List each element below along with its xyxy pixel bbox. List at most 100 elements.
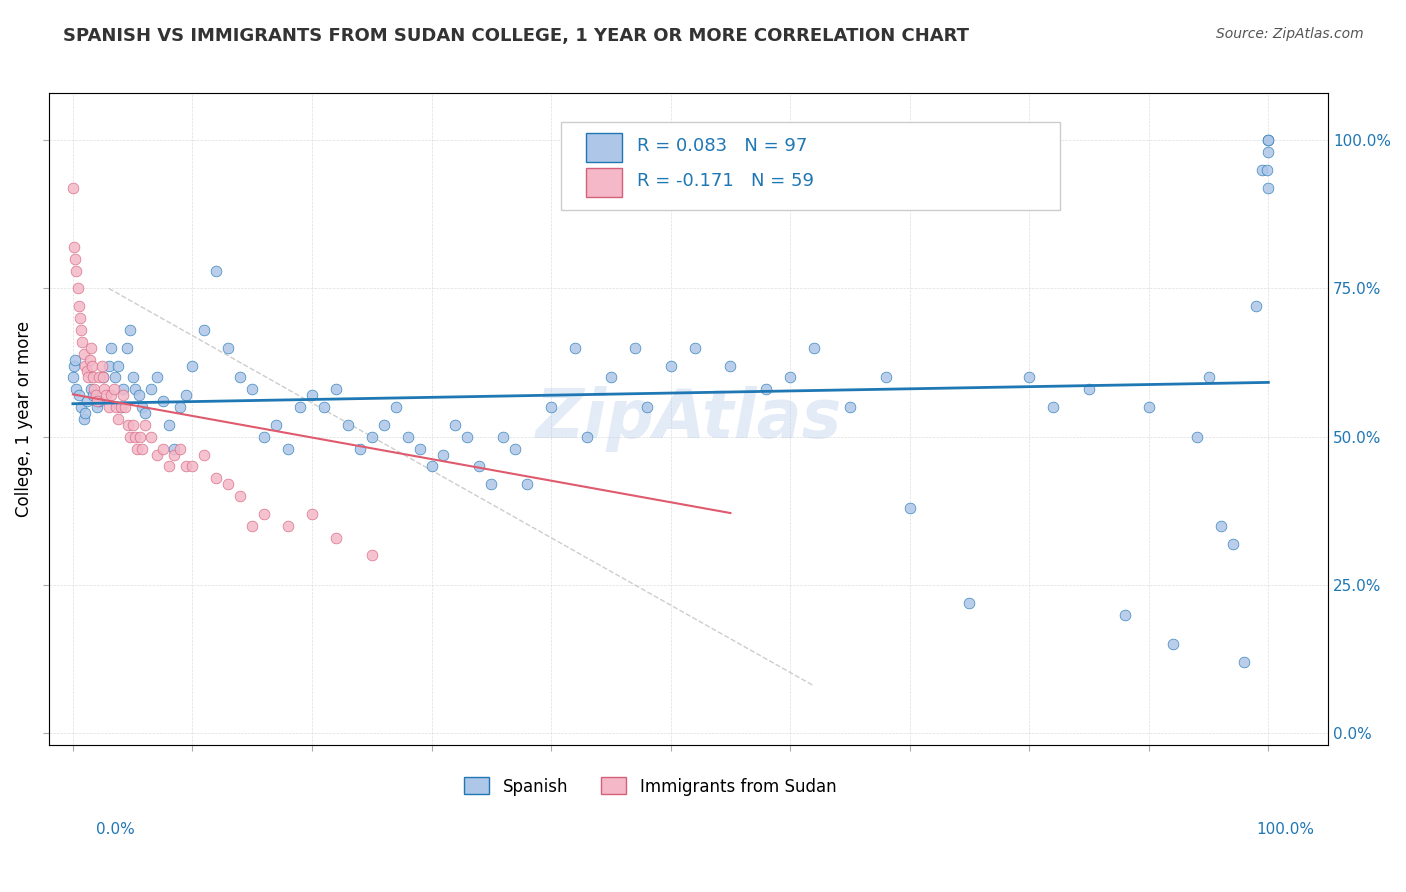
Point: [193, 323, 215, 337]
Point: [1257, 133, 1279, 147]
Point: [176, 388, 198, 402]
Point: [128, 388, 150, 402]
Point: [131, 442, 153, 456]
Point: [134, 406, 156, 420]
Point: [176, 459, 198, 474]
Point: [839, 400, 862, 414]
Point: [1185, 430, 1208, 444]
Point: [65, 252, 87, 266]
Point: [349, 442, 371, 456]
Point: [479, 477, 502, 491]
Point: [96, 388, 118, 402]
Point: [70, 400, 93, 414]
Point: [312, 400, 335, 414]
Point: [157, 417, 180, 432]
Point: [325, 531, 347, 545]
Point: [384, 400, 406, 414]
Point: [599, 370, 621, 384]
Point: [104, 400, 127, 414]
Point: [163, 442, 186, 456]
Point: [564, 341, 586, 355]
Point: [91, 370, 114, 384]
Point: [104, 370, 127, 384]
Point: [301, 388, 323, 402]
Point: [959, 596, 981, 610]
Text: R = 0.083   N = 97: R = 0.083 N = 97: [637, 137, 808, 155]
Point: [659, 359, 682, 373]
Point: [503, 442, 526, 456]
Point: [264, 417, 287, 432]
Point: [62, 370, 84, 384]
Point: [779, 370, 801, 384]
Point: [89, 394, 111, 409]
Point: [444, 417, 467, 432]
Point: [575, 430, 598, 444]
Point: [373, 417, 395, 432]
Point: [229, 370, 252, 384]
Point: [898, 500, 921, 515]
Point: [72, 412, 94, 426]
Point: [97, 359, 120, 373]
Point: [408, 442, 430, 456]
Point: [124, 430, 146, 444]
Point: [91, 370, 114, 384]
Point: [360, 430, 382, 444]
Point: [80, 382, 103, 396]
Point: [325, 382, 347, 396]
Point: [240, 382, 263, 396]
Point: [456, 430, 478, 444]
Point: [121, 417, 143, 432]
Point: [65, 352, 87, 367]
Point: [181, 359, 204, 373]
Point: [117, 417, 139, 432]
Point: [67, 299, 90, 313]
Point: [1251, 162, 1274, 177]
Point: [336, 417, 359, 432]
Point: [128, 430, 150, 444]
Point: [86, 394, 108, 409]
Point: [69, 311, 91, 326]
Point: [121, 370, 143, 384]
Point: [1078, 382, 1101, 396]
Point: [145, 370, 167, 384]
Point: [396, 430, 419, 444]
Point: [112, 382, 135, 396]
Point: [110, 400, 132, 414]
Point: [89, 370, 111, 384]
Point: [432, 448, 454, 462]
Point: [63, 240, 86, 254]
Point: [72, 346, 94, 360]
Point: [492, 430, 515, 444]
Point: [127, 442, 149, 456]
Point: [107, 359, 129, 373]
Point: [468, 459, 491, 474]
Point: [82, 370, 104, 384]
Point: [120, 430, 142, 444]
Text: Source: ZipAtlas.com: Source: ZipAtlas.com: [1216, 27, 1364, 41]
Point: [79, 352, 101, 367]
Point: [110, 400, 132, 414]
Point: [718, 359, 741, 373]
Point: [803, 341, 825, 355]
Point: [76, 394, 98, 409]
Point: [73, 359, 96, 373]
Point: [115, 341, 138, 355]
Point: [516, 477, 538, 491]
Text: 0.0%: 0.0%: [96, 822, 135, 837]
Text: ZipAtlas: ZipAtlas: [536, 386, 842, 452]
Point: [134, 417, 156, 432]
Point: [65, 382, 87, 396]
Point: [107, 412, 129, 426]
FancyBboxPatch shape: [586, 168, 621, 197]
Point: [420, 459, 443, 474]
Point: [1198, 370, 1220, 384]
Point: [80, 359, 103, 373]
Point: [288, 400, 311, 414]
Point: [169, 442, 191, 456]
Text: 100.0%: 100.0%: [1257, 822, 1315, 837]
Text: SPANISH VS IMMIGRANTS FROM SUDAN COLLEGE, 1 YEAR OR MORE CORRELATION CHART: SPANISH VS IMMIGRANTS FROM SUDAN COLLEGE…: [63, 27, 969, 45]
Point: [1042, 400, 1064, 414]
Y-axis label: College, 1 year or more: College, 1 year or more: [15, 321, 32, 517]
Text: R = -0.171   N = 59: R = -0.171 N = 59: [637, 172, 814, 190]
Point: [540, 400, 562, 414]
